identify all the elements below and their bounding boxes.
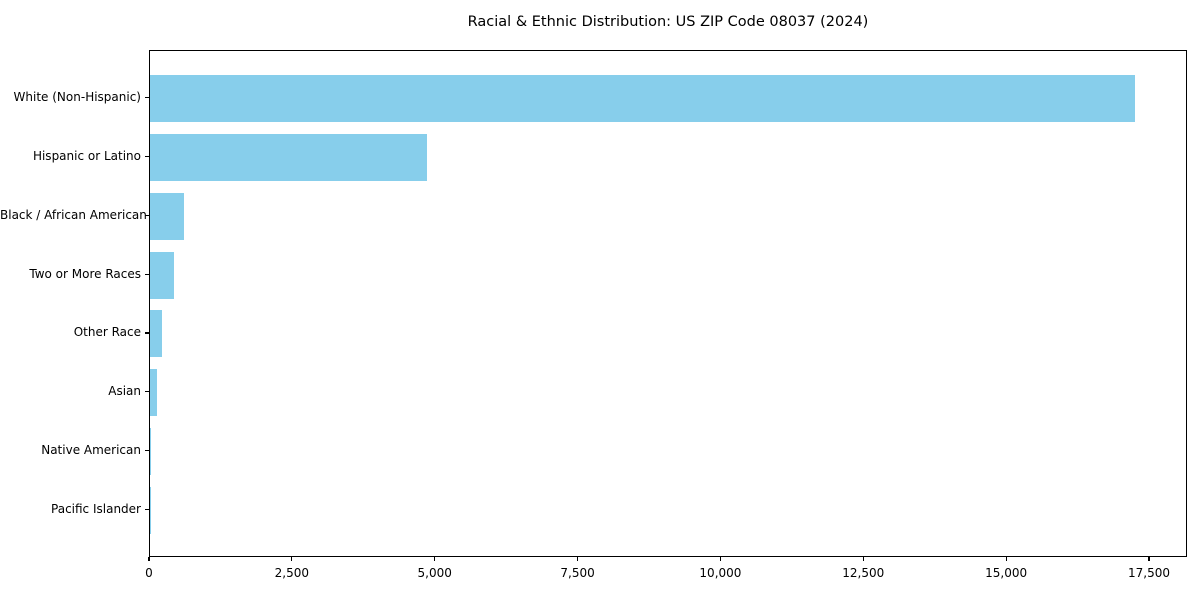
bar-two-or-more-races <box>150 251 175 299</box>
y-tick-mark <box>145 332 149 334</box>
bar-hispanic-or-latino <box>150 133 427 181</box>
y-tick-mark <box>145 155 149 158</box>
x-tick-mark <box>719 557 722 561</box>
y-tick-label-other-race: Other Race <box>73 325 141 340</box>
y-tick-label-black-african-american: Black / African American <box>0 207 147 222</box>
chart-title: Racial & Ethnic Distribution: US ZIP Cod… <box>467 14 869 30</box>
y-tick-mark <box>145 391 149 393</box>
y-tick-label-native-american: Native American <box>41 443 141 458</box>
x-tick-label-12500: 12,500 <box>842 566 885 580</box>
plot-area <box>149 50 1187 557</box>
x-tick-label-2500: 2,500 <box>274 566 310 580</box>
x-tick-mark <box>576 557 579 561</box>
x-tick-mark <box>1148 557 1150 561</box>
y-tick-mark <box>145 509 149 511</box>
x-tick-label-15000: 15,000 <box>985 566 1028 580</box>
x-tick-mark <box>148 557 150 561</box>
y-tick-label-asian: Asian <box>108 384 141 399</box>
bar-white-non-hispanic <box>150 75 1135 122</box>
y-tick-label-hispanic-or-latino: Hispanic or Latino <box>32 148 141 163</box>
x-tick-mark <box>862 557 864 561</box>
y-tick-mark <box>145 214 149 216</box>
bar-native-american <box>150 428 151 476</box>
x-tick-mark <box>1005 557 1007 561</box>
bar-other-race <box>150 310 162 358</box>
x-tick-mark <box>434 557 436 561</box>
x-tick-label-17500: 17,500 <box>1128 566 1170 580</box>
y-tick-mark <box>145 97 149 99</box>
x-tick-mark <box>291 557 293 561</box>
y-tick-mark <box>145 273 149 275</box>
y-tick-label-white-non-hispanic: White (Non-Hispanic) <box>13 90 141 104</box>
y-tick-mark <box>145 450 149 452</box>
bar-black-african-american <box>150 192 185 240</box>
x-tick-label-7500: 7,500 <box>560 566 595 580</box>
x-tick-label-0: 0 <box>145 566 153 580</box>
x-tick-label-5000: 5,000 <box>417 566 452 580</box>
y-tick-label-pacific-islander: Pacific Islander <box>51 502 141 516</box>
x-tick-label-10000: 10,000 <box>699 566 742 580</box>
bar-asian <box>150 369 157 417</box>
y-tick-label-two-or-more-races: Two or More Races <box>29 266 141 281</box>
